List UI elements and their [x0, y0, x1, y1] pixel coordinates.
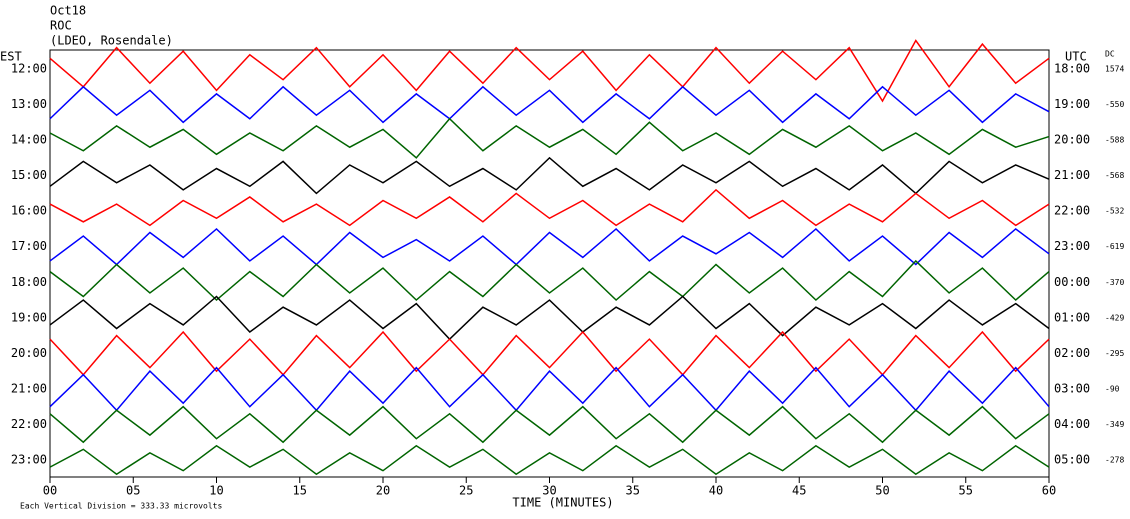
trace [49, 156, 1050, 195]
utc-label: 19:00 [1054, 97, 1090, 111]
right-title: UTC [1065, 50, 1087, 64]
est-label: 15:00 [11, 168, 47, 182]
dc-label: -90 [1105, 384, 1120, 393]
x-tick-label: 20 [376, 484, 390, 498]
dc-title: DC [1105, 50, 1115, 59]
dc-label: -588 [1105, 136, 1124, 145]
utc-label: 23:00 [1054, 239, 1090, 253]
dc-label: 1574 [1105, 65, 1124, 74]
x-tick-label: 45 [792, 484, 806, 498]
est-label: 14:00 [11, 133, 47, 147]
est-label: 12:00 [11, 62, 47, 76]
utc-label: 00:00 [1054, 275, 1090, 289]
trace [49, 188, 1050, 227]
est-label: 18:00 [11, 275, 47, 289]
dc-label: -349 [1105, 420, 1124, 429]
trace [49, 227, 1050, 266]
dc-label: -429 [1105, 313, 1124, 322]
est-label: 17:00 [11, 239, 47, 253]
x-axis-label: TIME (MINUTES) [512, 496, 613, 510]
trace [49, 330, 1050, 376]
utc-label: 05:00 [1054, 453, 1090, 467]
header-line: (LDEO, Rosendale) [50, 34, 173, 48]
dc-label: -619 [1105, 242, 1124, 251]
trace [49, 405, 1050, 444]
trace [49, 259, 1050, 302]
est-label: 13:00 [11, 97, 47, 111]
est-label: 20:00 [11, 346, 47, 360]
trace [49, 444, 1050, 476]
header-line: ROC [50, 19, 72, 33]
dc-label: -295 [1105, 349, 1124, 358]
x-tick-label: 05 [126, 484, 140, 498]
x-tick-label: 40 [709, 484, 723, 498]
dc-label: -550 [1105, 100, 1124, 109]
x-tick-label: 10 [209, 484, 223, 498]
utc-label: 02:00 [1054, 346, 1090, 360]
utc-label: 22:00 [1054, 204, 1090, 218]
est-label: 23:00 [11, 453, 47, 467]
utc-label: 01:00 [1054, 310, 1090, 324]
left-title: EST [0, 50, 22, 64]
est-label: 16:00 [11, 204, 47, 218]
est-label: 19:00 [11, 310, 47, 324]
utc-label: 21:00 [1054, 168, 1090, 182]
footnote: Each Vertical Division = 333.33 microvol… [20, 502, 222, 511]
est-label: 21:00 [11, 381, 47, 395]
x-tick-label: 60 [1042, 484, 1056, 498]
dc-label: -532 [1105, 207, 1124, 216]
utc-label: 18:00 [1054, 62, 1090, 76]
x-tick-label: 00 [43, 484, 57, 498]
trace [49, 85, 1050, 124]
trace [49, 366, 1050, 412]
dc-label: -278 [1105, 456, 1124, 465]
utc-label: 20:00 [1054, 133, 1090, 147]
trace [49, 39, 1050, 103]
x-tick-label: 25 [459, 484, 473, 498]
trace [49, 117, 1050, 159]
utc-label: 04:00 [1054, 417, 1090, 431]
x-tick-label: 15 [293, 484, 307, 498]
x-tick-label: 50 [875, 484, 889, 498]
utc-label: 03:00 [1054, 381, 1090, 395]
x-tick-label: 30 [542, 484, 556, 498]
plot-frame [49, 49, 1050, 478]
x-tick-label: 35 [626, 484, 640, 498]
dc-label: -568 [1105, 171, 1124, 180]
trace [49, 295, 1050, 341]
est-label: 22:00 [11, 417, 47, 431]
dc-label: -370 [1105, 278, 1124, 287]
header-line: Oct18 [50, 4, 86, 18]
x-tick-label: 55 [959, 484, 973, 498]
